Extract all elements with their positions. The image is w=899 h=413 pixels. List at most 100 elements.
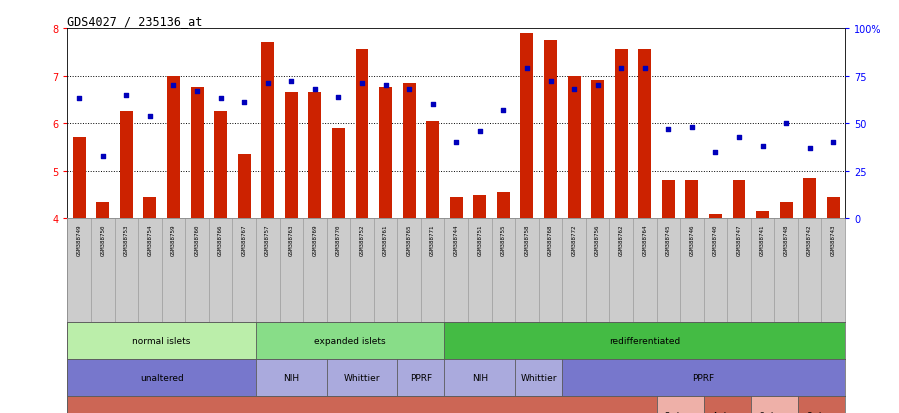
Text: GSM388756: GSM388756 [595, 224, 601, 256]
Text: na: na [356, 411, 368, 413]
Bar [756, 212, 769, 219]
Bar [774, 219, 798, 322]
Text: 6 days: 6 days [760, 411, 789, 413]
Text: GSM388744: GSM388744 [454, 224, 458, 256]
Text: GSM388761: GSM388761 [383, 224, 388, 256]
Point [826, 140, 841, 146]
Text: 8 days: 8 days [806, 411, 836, 413]
Bar [67, 219, 91, 322]
Text: GSM388741: GSM388741 [760, 224, 765, 256]
Bar [144, 197, 156, 219]
Point [284, 79, 298, 85]
Bar [303, 219, 326, 322]
Bar [827, 197, 840, 219]
Bar [421, 219, 444, 322]
Bar [822, 219, 845, 322]
Bar [586, 219, 610, 322]
Point [779, 121, 793, 127]
Text: GSM388766: GSM388766 [218, 224, 223, 256]
Text: GSM388771: GSM388771 [431, 224, 435, 256]
Bar [567, 76, 581, 219]
Point [496, 107, 511, 114]
Point [378, 83, 393, 89]
Text: GSM388759: GSM388759 [171, 224, 176, 256]
Point [425, 102, 440, 108]
Bar [237, 155, 251, 219]
Bar [379, 88, 392, 219]
Text: GSM388764: GSM388764 [642, 224, 647, 256]
Bar [444, 322, 845, 359]
Point [449, 140, 464, 146]
Bar [96, 202, 110, 219]
Bar [120, 112, 133, 219]
Point [237, 100, 252, 106]
Text: GDS4027 / 235136_at: GDS4027 / 235136_at [67, 15, 203, 28]
Text: PPRF: PPRF [410, 373, 432, 382]
Point [637, 66, 652, 72]
Bar [685, 181, 699, 219]
Text: GSM388757: GSM388757 [265, 224, 271, 256]
Bar [285, 93, 298, 219]
Text: GSM388748: GSM388748 [784, 224, 788, 256]
Text: GSM388740: GSM388740 [713, 224, 718, 256]
Bar [733, 181, 745, 219]
Bar [73, 138, 85, 219]
Bar [403, 83, 415, 219]
Bar [562, 359, 845, 396]
Bar [326, 359, 397, 396]
Text: unaltered: unaltered [140, 373, 183, 382]
Point [166, 83, 181, 89]
Text: GSM388768: GSM388768 [548, 224, 553, 256]
Text: GSM388769: GSM388769 [312, 224, 317, 256]
Bar [397, 359, 444, 396]
Bar [709, 214, 722, 219]
Bar [426, 121, 439, 219]
Text: GSM388751: GSM388751 [477, 224, 482, 256]
Bar [355, 50, 369, 219]
Point [143, 113, 157, 120]
Bar [474, 195, 486, 219]
Bar [798, 219, 822, 322]
Bar [539, 219, 562, 322]
Bar [162, 219, 185, 322]
Text: redifferentiated: redifferentiated [610, 336, 681, 345]
Text: GSM388760: GSM388760 [194, 224, 200, 256]
Text: GSM388770: GSM388770 [336, 224, 341, 256]
Point [685, 124, 699, 131]
Bar [326, 219, 351, 322]
Bar [592, 81, 604, 219]
Point [213, 96, 227, 102]
Text: 4 days: 4 days [712, 411, 742, 413]
Bar [308, 93, 321, 219]
Bar [681, 219, 704, 322]
Bar [374, 219, 397, 322]
Bar [167, 76, 180, 219]
Bar [67, 322, 256, 359]
Point [661, 126, 675, 133]
Point [591, 83, 605, 89]
Bar [351, 219, 374, 322]
Text: NIH: NIH [283, 373, 299, 382]
Bar [256, 359, 326, 396]
Point [331, 94, 345, 101]
Bar [562, 219, 586, 322]
Bar [656, 396, 704, 413]
Text: GSM388747: GSM388747 [736, 224, 742, 256]
Bar [544, 41, 557, 219]
Bar [114, 219, 138, 322]
Bar [704, 396, 751, 413]
Text: GSM388746: GSM388746 [690, 224, 694, 256]
Point [543, 79, 557, 85]
Text: GSM388745: GSM388745 [666, 224, 671, 256]
Text: GSM388767: GSM388767 [242, 224, 246, 256]
Bar [185, 219, 209, 322]
Point [72, 96, 86, 102]
Bar [638, 50, 651, 219]
Bar [615, 50, 628, 219]
Bar [751, 396, 798, 413]
Text: expanded islets: expanded islets [315, 336, 386, 345]
Bar [256, 219, 280, 322]
Point [708, 149, 723, 156]
Bar [444, 359, 515, 396]
Bar [280, 219, 303, 322]
